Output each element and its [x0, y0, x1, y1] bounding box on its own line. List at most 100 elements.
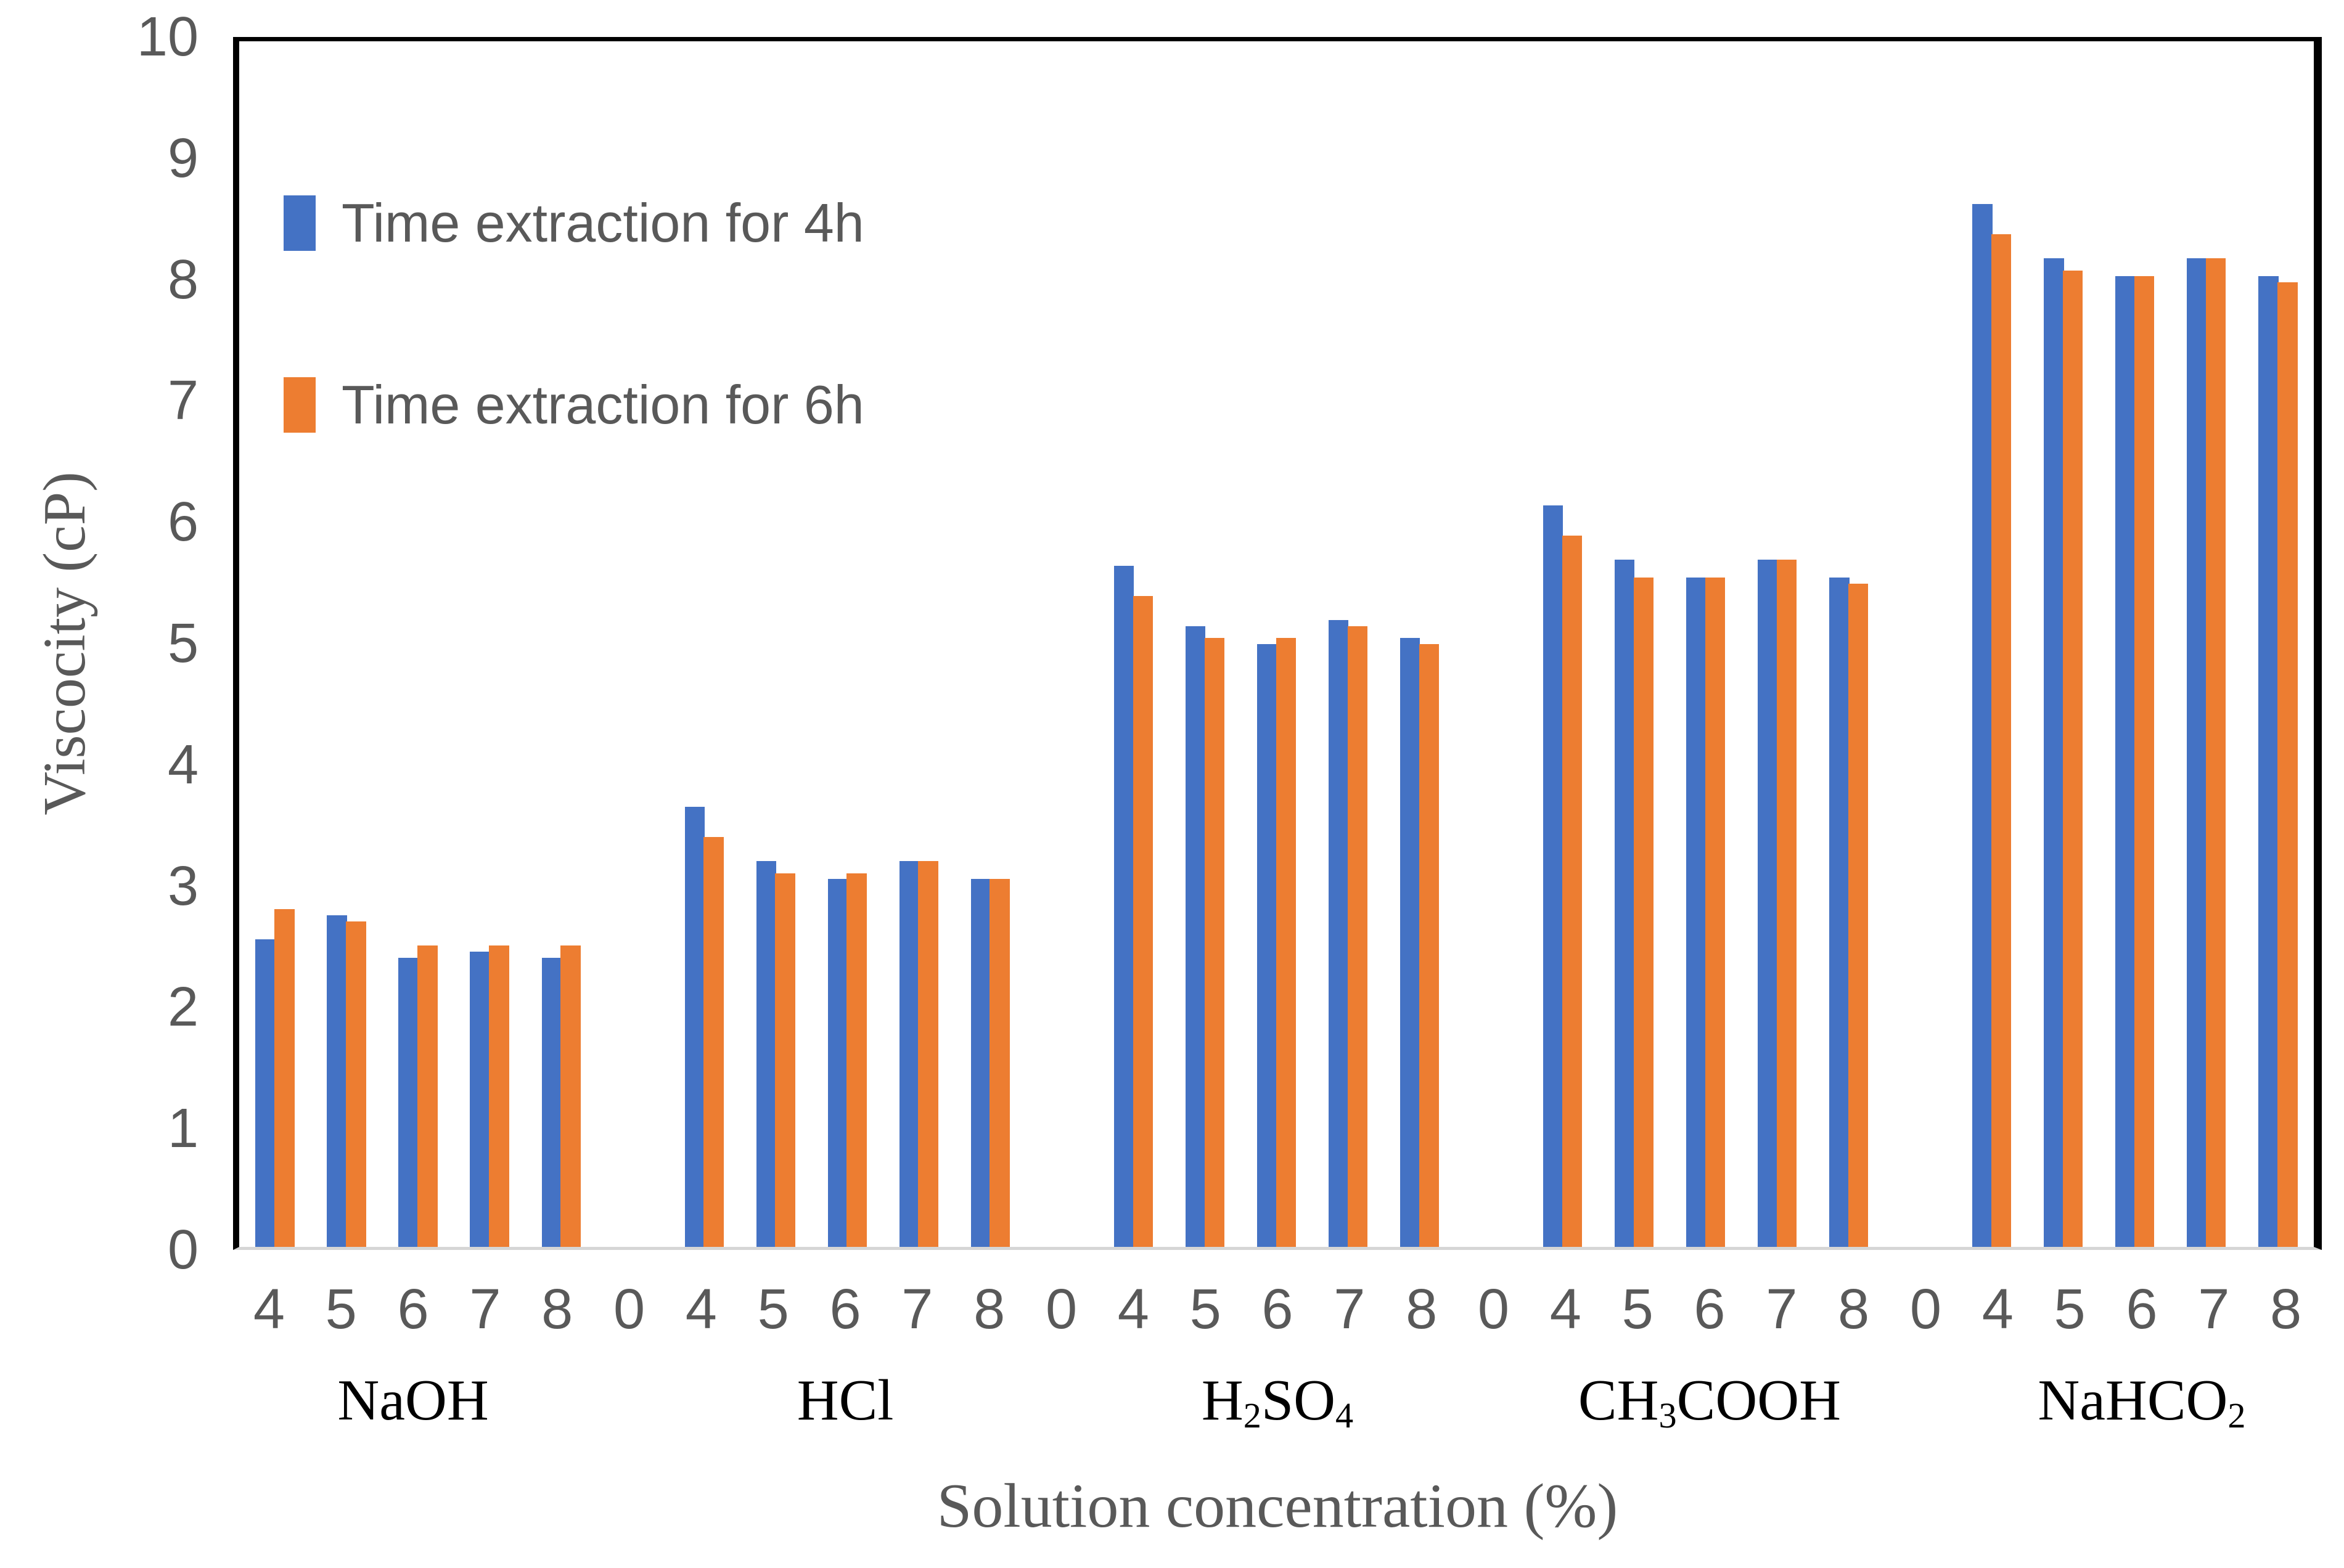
bar-pair: [1670, 41, 1742, 1247]
bar-pair: [1599, 41, 1670, 1247]
legend-label-6h: Time extraction for 6h: [342, 374, 864, 435]
bar-pair: [454, 41, 525, 1247]
bar-slot-CH3COOH-6: [1670, 41, 1742, 1247]
y-tick-label: 5: [167, 613, 199, 674]
bar-4h: [1829, 578, 1850, 1247]
bar-6h: [1776, 560, 1797, 1247]
group-label-text: CH: [1578, 1368, 1659, 1432]
bar-pair: [1384, 41, 1456, 1247]
legend: Time extraction for 4h Time extraction fo…: [284, 195, 864, 559]
bar-slot-NaOH-4: [239, 41, 311, 1247]
separator-slot: [1885, 41, 1956, 1247]
bar-slot-H2SO4-8: [1384, 41, 1456, 1247]
bar-6h: [2062, 270, 2083, 1247]
bar-6h: [346, 921, 366, 1247]
bar-pair: [1169, 41, 1240, 1247]
bar-6h: [1419, 644, 1440, 1247]
bar-pair: [2171, 41, 2242, 1247]
x-tick-separator-label: 0: [613, 1278, 645, 1341]
x-tick-separator-label: 0: [1045, 1278, 1078, 1341]
y-tick-label: 10: [136, 6, 199, 68]
bar-6h: [703, 836, 724, 1247]
bar-pair: [311, 41, 382, 1247]
group-label-subscript: 2: [1243, 1395, 1261, 1435]
x-tick-label: 7: [469, 1278, 501, 1341]
x-tick-label: 4: [1117, 1278, 1149, 1341]
bar-4h: [1543, 505, 1563, 1247]
x-tick-label: 5: [2054, 1278, 2086, 1341]
bar-pair: [1240, 41, 1312, 1247]
group-label-text: NaOH: [337, 1368, 489, 1432]
bar-slot-HCl-6: [811, 41, 883, 1247]
group-label-H2SO4: H2SO4: [1097, 1371, 1457, 1433]
bar-slot-NaOH-7: [454, 41, 525, 1247]
bar-slot-HCl-7: [883, 41, 954, 1247]
bar-pair: [1742, 41, 1813, 1247]
bar-slot-HCl-5: [740, 41, 811, 1247]
bar-slot-CH3COOH-8: [1813, 41, 1885, 1247]
bar-6h: [1705, 578, 1726, 1247]
plot-area: Time extraction for 4h Time extraction fo…: [233, 37, 2322, 1250]
x-tick-label: 6: [1694, 1278, 1726, 1341]
bar-6h: [2134, 276, 2155, 1247]
x-tick-label: 4: [253, 1278, 285, 1341]
group-label-subscript: 3: [1658, 1395, 1677, 1435]
group-label-spacer: [593, 1371, 665, 1429]
bar-4h: [2187, 258, 2207, 1247]
bar-4h: [1686, 578, 1707, 1247]
bar-slot-H2SO4-5: [1169, 41, 1240, 1247]
bars-container: [239, 41, 2314, 1247]
bar-6h: [1562, 535, 1583, 1247]
bar-pair: [382, 41, 454, 1247]
bar-6h: [918, 861, 938, 1247]
bar-6h: [1347, 626, 1368, 1247]
bar-pair: [811, 41, 883, 1247]
group-label-NaOH: NaOH: [233, 1371, 593, 1429]
group-label-text: HCl: [797, 1368, 894, 1432]
x-tick-label: 6: [2126, 1278, 2158, 1341]
bar-4h: [1256, 644, 1277, 1247]
y-tick-label: 0: [167, 1219, 199, 1281]
bar-pair: [668, 41, 740, 1247]
group-label-spacer: [1457, 1371, 1530, 1429]
y-tick-label: 6: [167, 491, 199, 553]
x-tick-label: 5: [1189, 1278, 1221, 1341]
bar-6h: [489, 945, 509, 1247]
x-tick-separator-label: 0: [1909, 1278, 1942, 1341]
x-tick-label: 4: [685, 1278, 717, 1341]
bar-6h: [1276, 638, 1297, 1247]
legend-swatch-4h: [284, 195, 316, 251]
y-axis-tick-labels: 10 9 8 7 6 5 4 3 2 1 0: [0, 9, 199, 1278]
bar-pair: [525, 41, 597, 1247]
x-tick-label: 4: [1981, 1278, 2014, 1341]
bar-pair: [883, 41, 954, 1247]
bar-4h: [1113, 565, 1134, 1247]
group-label-text: COOH: [1676, 1368, 1842, 1432]
group-label-spacer: [1025, 1371, 1097, 1429]
bar-pair: [740, 41, 811, 1247]
x-tick-label: 6: [1261, 1278, 1293, 1341]
bar-6h: [2277, 282, 2298, 1247]
bar-slot-NaHCO2-7: [2171, 41, 2242, 1247]
group-label-HCl: HCl: [665, 1371, 1025, 1429]
bar-4h: [684, 807, 705, 1247]
bar-slot-NaOH-5: [311, 41, 382, 1247]
bar-4h: [2044, 258, 2064, 1247]
bar-6h: [274, 909, 295, 1247]
group-label-spacer: [1890, 1371, 1962, 1429]
bar-slot-HCl-8: [954, 41, 1026, 1247]
bar-6h: [417, 945, 438, 1247]
x-tick-label: 8: [1406, 1278, 1438, 1341]
bar-4h: [756, 861, 777, 1247]
bar-slot-HCl-4: [668, 41, 740, 1247]
y-tick-label: 2: [167, 976, 199, 1039]
bar-6h: [2205, 258, 2226, 1247]
x-tick-label: 5: [1621, 1278, 1654, 1341]
bar-4h: [1758, 560, 1778, 1247]
legend-item-4h: Time extraction for 4h: [284, 195, 864, 251]
bar-slot-H2SO4-7: [1312, 41, 1383, 1247]
bar-4h: [470, 951, 490, 1247]
bar-4h: [541, 957, 562, 1247]
bar-4h: [2258, 276, 2279, 1247]
bar-pair: [1527, 41, 1599, 1247]
